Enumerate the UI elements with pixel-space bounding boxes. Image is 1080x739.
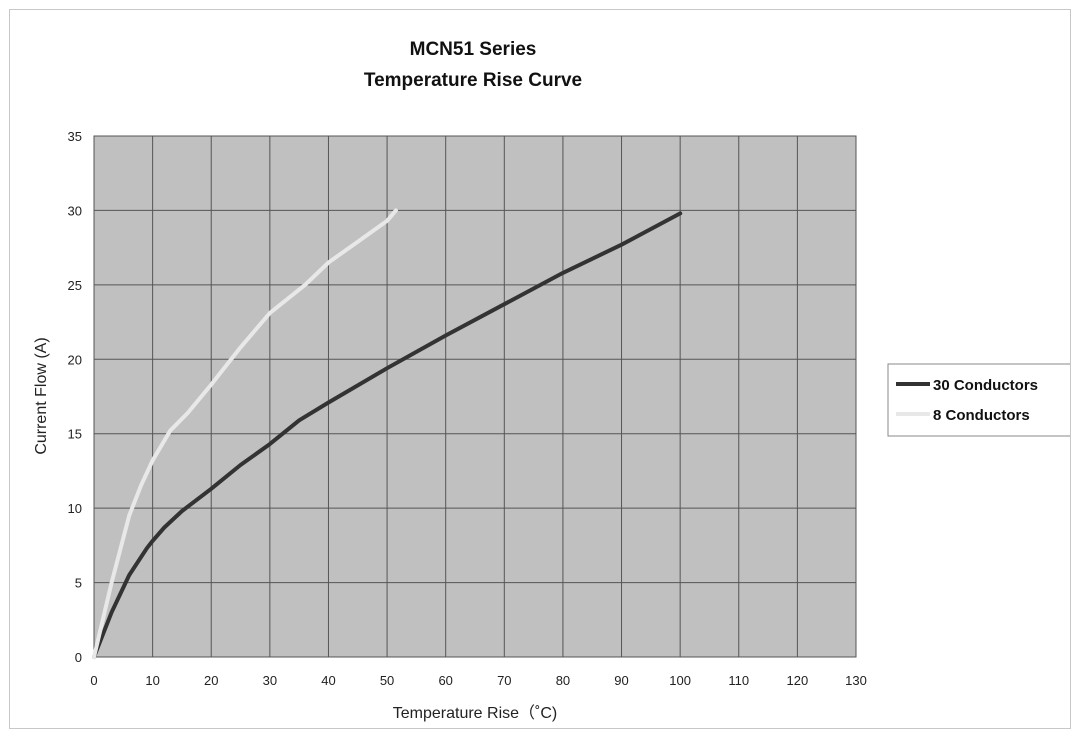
series-line-30-conductors xyxy=(92,211,683,659)
x-axis-ticks: 0 10 20 30 40 50 60 70 80 90 100 110 120 130 xyxy=(90,673,866,688)
series-line-8-conductors xyxy=(92,208,398,659)
x-tick-label: 50 xyxy=(380,673,394,688)
y-tick-label: 5 xyxy=(75,576,82,591)
chart-title: MCN51 Series xyxy=(410,39,537,60)
temperature-rise-chart: MCN51 Series Temperature Rise Curve 0 10 2… xyxy=(33,39,1070,722)
x-tick-label: 0 xyxy=(90,673,97,688)
x-tick-label: 90 xyxy=(614,673,628,688)
chart-subtitle: Temperature Rise Curve xyxy=(364,70,582,91)
x-tick-label: 80 xyxy=(556,673,570,688)
x-tick-label: 70 xyxy=(497,673,511,688)
x-tick-label: 30 xyxy=(263,673,277,688)
legend-label-30-conductors: 30 Conductors xyxy=(933,377,1038,394)
y-tick-label: 0 xyxy=(75,650,82,665)
x-tick-label: 100 xyxy=(669,673,691,688)
x-tick-label: 110 xyxy=(728,673,749,688)
series-lines xyxy=(92,208,683,659)
x-tick-label: 20 xyxy=(204,673,218,688)
y-tick-label: 15 xyxy=(68,427,82,442)
y-axis-label: Current Flow (A) xyxy=(33,337,50,454)
legend-box xyxy=(887,363,1070,437)
y-tick-label: 35 xyxy=(68,129,82,144)
y-tick-label: 25 xyxy=(68,278,82,293)
y-axis-ticks: 0 5 10 15 20 25 30 35 xyxy=(68,129,82,665)
y-tick-label: 20 xyxy=(68,352,82,367)
x-tick-label: 120 xyxy=(787,673,809,688)
plot-area xyxy=(93,135,857,658)
x-axis-label: Temperature Rise（˚C) xyxy=(393,704,558,722)
y-tick-label: 30 xyxy=(68,203,82,218)
x-tick-label: 10 xyxy=(145,673,159,688)
legend-label-8-conductors: 8 Conductors xyxy=(933,407,1030,424)
x-tick-label: 40 xyxy=(321,673,335,688)
chart-frame: MCN51 Series Temperature Rise Curve 0 10 2… xyxy=(9,9,1071,729)
x-tick-label: 130 xyxy=(845,673,867,688)
legend: 30 Conductors 8 Conductors xyxy=(887,363,1070,437)
x-tick-label: 60 xyxy=(438,673,452,688)
y-tick-label: 10 xyxy=(68,501,82,516)
